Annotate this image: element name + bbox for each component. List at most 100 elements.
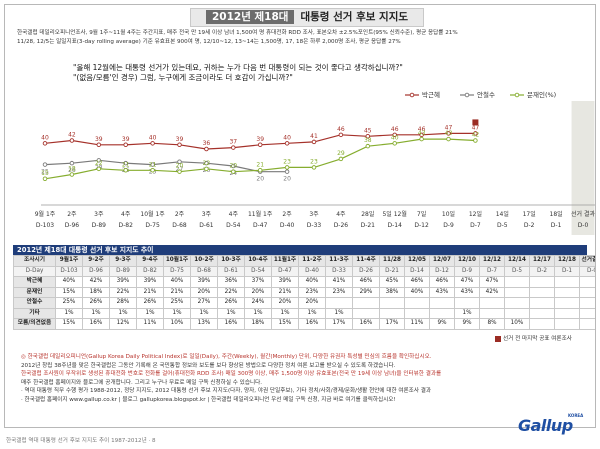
table-row: 박근혜 40% 42% 39% 39% 40% 39% 36% 37% 39% 40% 41% 46% 4… xyxy=(13,276,595,288)
data-point xyxy=(365,133,371,139)
table-cell: 1% xyxy=(298,307,326,319)
table-cell: D-47 xyxy=(271,265,299,277)
table-cell xyxy=(479,297,505,309)
table-cell: 25% xyxy=(55,297,83,309)
row-header: 기타 xyxy=(13,307,56,319)
line-chart: 9월 1주 D-103 2주 D-96 3주 D-89 4주 D-82 10월 1주 D-75 2주… xyxy=(35,90,595,235)
table-cell xyxy=(504,286,530,298)
table-cell: D-12 xyxy=(429,265,455,277)
table-cell xyxy=(554,276,580,288)
table-cell: 39% xyxy=(190,276,218,288)
table-cell: 1% xyxy=(454,307,480,319)
x-tick-label: 10월 1주 xyxy=(140,210,165,218)
data-label: 20 xyxy=(256,176,264,183)
table-cell: 21% xyxy=(136,286,164,298)
table-cell: 11/28 xyxy=(379,255,405,267)
table-cell xyxy=(479,307,505,319)
data-point xyxy=(204,166,209,172)
table-cell: 1% xyxy=(325,307,353,319)
logo-main: Gallup xyxy=(518,416,573,435)
table-cell xyxy=(379,297,405,309)
x-tick-label: 17일 xyxy=(523,210,536,218)
x-tick-label: 2주 xyxy=(67,211,77,218)
table-cell xyxy=(404,307,430,319)
table-cell: 21% xyxy=(271,286,299,298)
table-cell: 11월1주 xyxy=(271,255,299,267)
table-cell xyxy=(352,307,380,319)
x-tick-label: 4주 xyxy=(121,211,131,218)
data-label: 39 xyxy=(256,136,264,143)
data-label: 39 xyxy=(122,136,130,143)
legend-label: 안철수 xyxy=(477,90,495,99)
table-cell: 9% xyxy=(429,318,455,330)
table-cell: 27% xyxy=(190,297,218,309)
data-label: 26 xyxy=(68,167,76,174)
table-cell: 12/05 xyxy=(404,255,430,267)
table-cell: 12/14 xyxy=(504,255,530,267)
table-cell: 1% xyxy=(163,307,191,319)
table-cell: 18% xyxy=(82,286,110,298)
table-cell: 15% xyxy=(271,318,299,330)
table-cell: 39% xyxy=(136,276,164,288)
election-result-shade xyxy=(571,101,595,235)
data-point xyxy=(284,165,290,170)
last-poll-note: 선거 전 마지막 공표 여론조사 xyxy=(495,334,572,342)
table-header-row: 조사시기 9월1주 9-2주 9-3주 9-4주 10월1주 10-2주 10-3주 10-4주… xyxy=(13,255,595,267)
data-label: 40 xyxy=(391,134,399,141)
data-label: 20 xyxy=(229,163,237,170)
data-point xyxy=(96,166,102,172)
table-cell xyxy=(352,297,380,309)
x-tick-label: 3주 xyxy=(309,211,319,218)
table-cell: 45% xyxy=(379,276,405,288)
data-point xyxy=(473,131,478,136)
table-cell xyxy=(554,286,580,298)
data-label: 45 xyxy=(364,127,372,134)
data-label: 40 xyxy=(283,134,291,141)
data-point xyxy=(150,162,155,167)
data-label: 46 xyxy=(418,126,426,133)
table-cell: 36% xyxy=(217,276,245,288)
data-point xyxy=(473,138,478,143)
table-cell: D-103 xyxy=(55,265,83,277)
data-point xyxy=(284,141,290,146)
table-cell: 42% xyxy=(82,276,110,288)
data-point xyxy=(231,163,236,169)
table-cell: 10-2주 xyxy=(190,255,218,267)
data-point xyxy=(177,169,182,174)
table-cell: 25% xyxy=(163,297,191,309)
note-line-6[interactable]: · 한국갤럽 홈페이지 www.gallup.co.kr | 블로그 gallu… xyxy=(21,396,396,403)
table-cell xyxy=(529,286,555,298)
table-dday-row: D-Day D-103 D-96 D-89 D-82 D-75 D-68 D-61 D-54 D-… xyxy=(13,265,595,277)
data-label: 20 xyxy=(176,163,184,170)
table-cell: 21% xyxy=(163,286,191,298)
data-label: 39 xyxy=(95,136,103,143)
table-cell: 47% xyxy=(454,276,480,288)
note-line-4: 매주 한국갤럽 홈페이지와 블로그에 공개합니다. 그리고 누구나 무료로 메일… xyxy=(21,379,263,386)
x-tick-dday: D-2 xyxy=(524,222,535,229)
data-label: 42 xyxy=(472,132,480,139)
table-cell: 16% xyxy=(217,318,245,330)
table-cell: D-75 xyxy=(163,265,191,277)
table-cell: D-54 xyxy=(244,265,272,277)
table-cell: 8% xyxy=(479,318,505,330)
row-header: D-Day xyxy=(13,265,56,277)
legend-label: 문재인(%) xyxy=(527,90,556,99)
table-cell: 43% xyxy=(454,286,480,298)
question-line-2: "(없음/모름'인 경우) 그럼, 누구에게 조금이라도 더 호감이 가십니까?… xyxy=(73,73,293,82)
note-line-5: · 역대 대통령 직무 수행 평가 1988-2012, 정당 지지도, 201… xyxy=(21,388,432,395)
data-label: 20 xyxy=(283,176,291,183)
table-cell: D-21 xyxy=(379,265,405,277)
table-cell: 17% xyxy=(325,318,353,330)
data-label: 42 xyxy=(68,132,76,139)
x-tick-label: 2주 xyxy=(282,211,292,218)
data-label: 43 xyxy=(418,130,426,137)
table-cell: 1% xyxy=(109,307,137,319)
x-tick-dday: D-82 xyxy=(118,222,133,229)
x-tick-dday: D-26 xyxy=(334,222,349,229)
table-cell: 46% xyxy=(352,276,380,288)
table-cell xyxy=(554,297,580,309)
table-cell: 26% xyxy=(217,297,245,309)
table-cell: 9% xyxy=(454,318,480,330)
x-tick-dday: D-54 xyxy=(226,222,241,229)
